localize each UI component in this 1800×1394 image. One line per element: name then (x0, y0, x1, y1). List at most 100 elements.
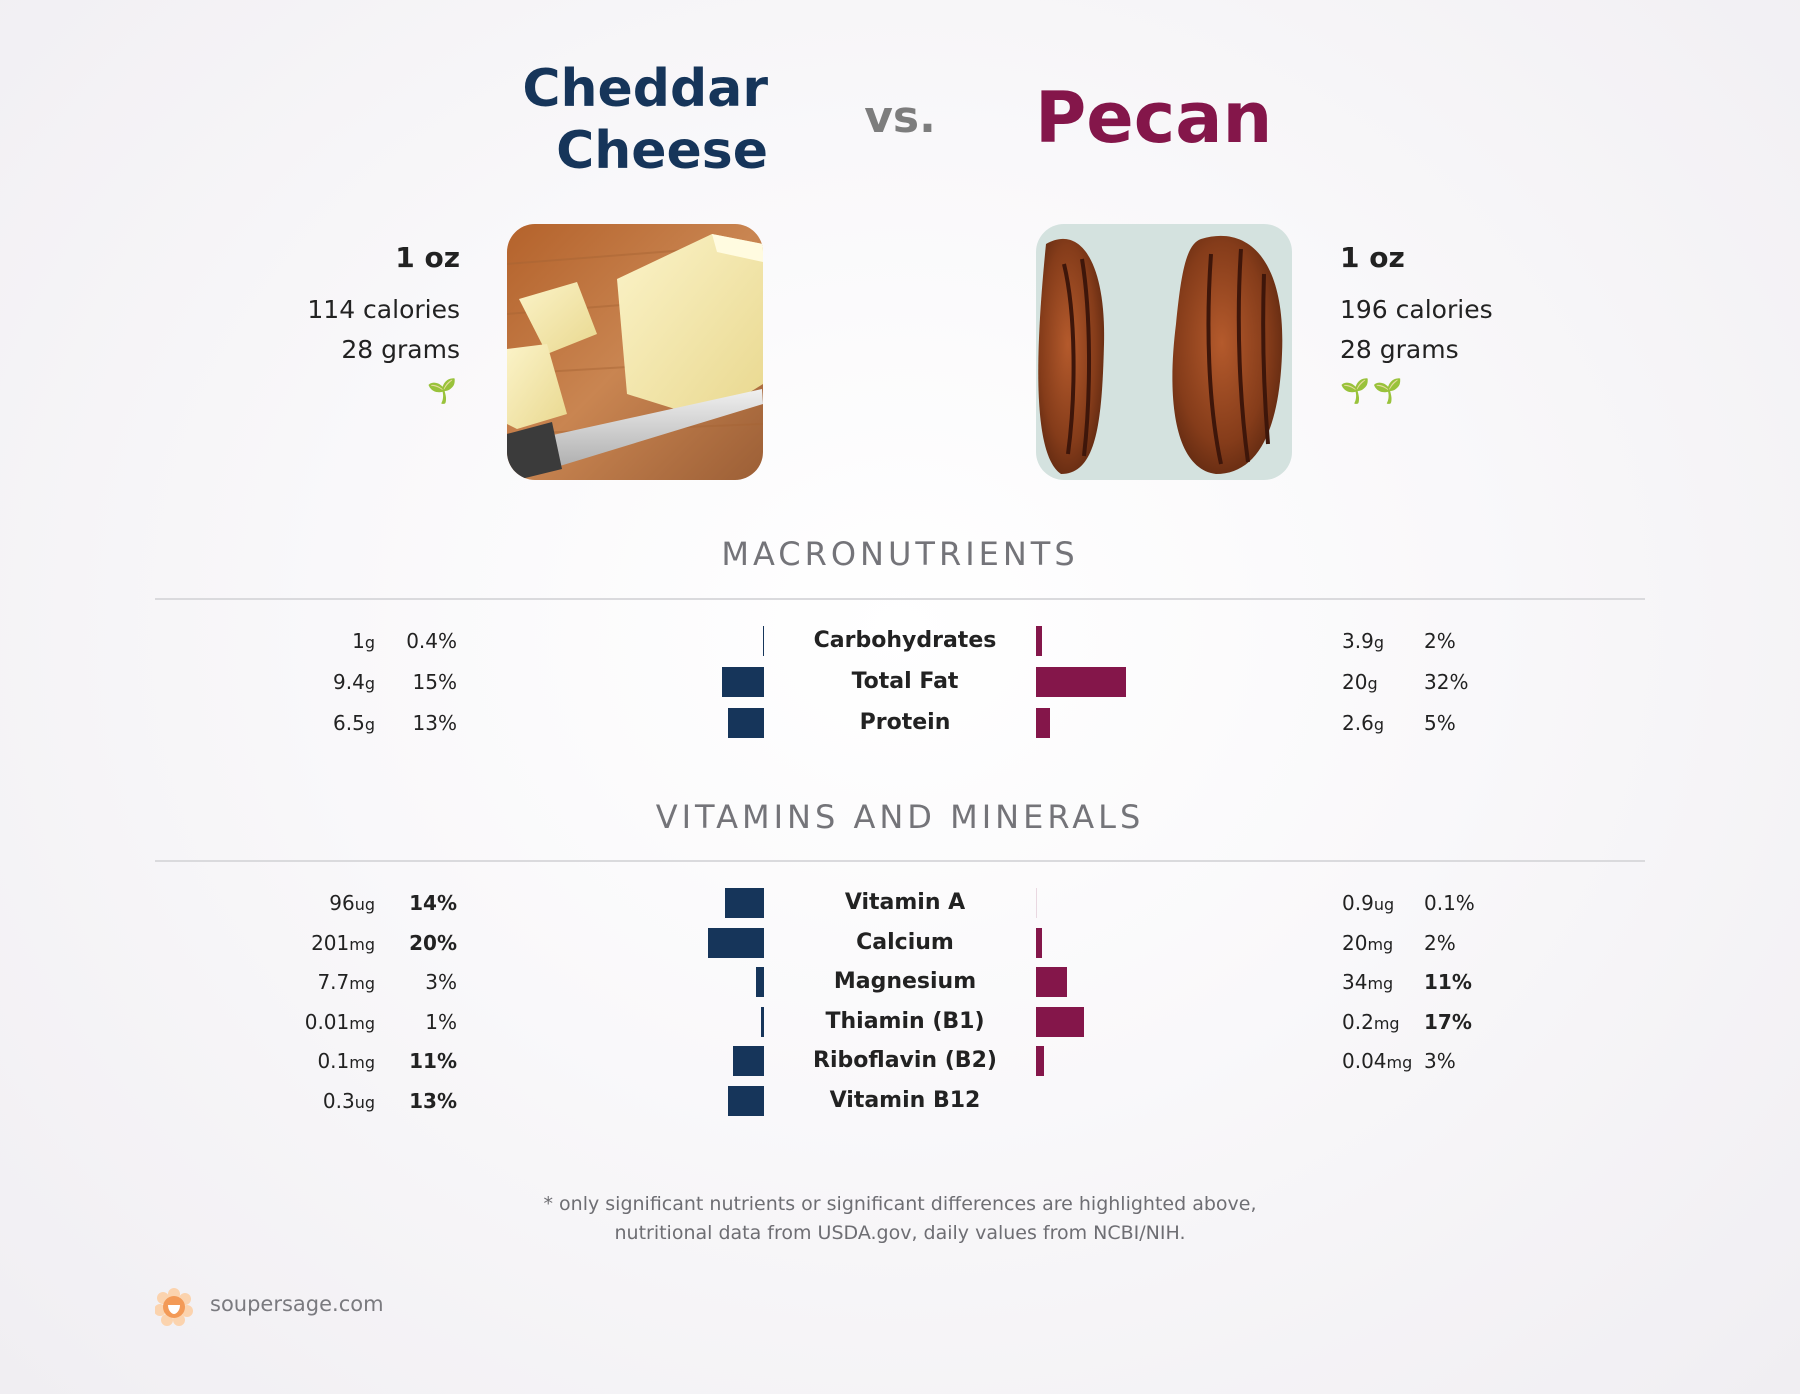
right-bar (1036, 708, 1050, 738)
right-food-info: 1 oz 196 calories 28 grams 🌱🌱 (1340, 238, 1600, 406)
vitamins-chart: Vitamin A 96ug 14% 0.9ug 0.1% Calcium 201mg 20%… (0, 885, 1800, 1125)
right-grams: 28 grams (1340, 335, 1459, 364)
left-amount: 96ug (329, 891, 375, 915)
left-grams: 28 grams (341, 335, 460, 364)
right-calories: 196 calories (1340, 295, 1493, 324)
right-percent: 2% (1424, 930, 1456, 955)
nutrient-name: Vitamin B12 (829, 1087, 981, 1113)
macronutrient-row: Carbohydrates 1g 0.4% 3.9g 2% (0, 623, 1800, 659)
nutrient-name: Calcium (856, 929, 954, 955)
macronutrients-chart: Carbohydrates 1g 0.4% 3.9g 2% Total Fat 9.4g 15… (0, 623, 1800, 743)
vitamin-row: Magnesium 7.7mg 3% 34mg 11% (0, 964, 1800, 1000)
soupersage-logo-icon (155, 1288, 193, 1326)
right-food-title: Pecan (1035, 77, 1273, 159)
left-percent: 1% (425, 1009, 457, 1034)
left-bar (724, 888, 764, 918)
right-bar (1036, 667, 1126, 697)
left-food-title-line2: Cheese (556, 121, 768, 181)
right-unit: mg (1386, 1053, 1413, 1072)
left-amount: 0.1mg (317, 1049, 375, 1073)
left-bar (727, 1085, 764, 1116)
right-amount: 0.9ug (1342, 891, 1395, 915)
right-percent: 17% (1424, 1009, 1472, 1034)
vs-label: vs. (864, 92, 936, 143)
macronutrients-divider (155, 598, 1645, 600)
left-bar (733, 1046, 764, 1076)
left-unit: mg (349, 1053, 375, 1072)
left-percent: 20% (409, 930, 457, 955)
footnote: * only significant nutrients or signific… (0, 1190, 1800, 1248)
pecan-image (1036, 224, 1292, 480)
nutrient-name: Total Fat (851, 669, 959, 694)
right-leaf-rating-icon: 🌱🌱 (1340, 377, 1406, 405)
right-amount: 0.2mg (1342, 1009, 1400, 1034)
left-percent: 0.4% (406, 629, 457, 653)
macronutrient-row: Protein 6.5g 13% 2.6g 5% (0, 705, 1800, 741)
left-food-title: Cheddar Cheese (300, 58, 768, 182)
nutrient-name: Riboflavin (B2) (813, 1048, 997, 1073)
right-bar (1036, 967, 1067, 997)
left-bar (761, 1006, 764, 1037)
vitamins-heading: VITAMINS AND MINERALS (655, 798, 1145, 836)
nutrient-name: Magnesium (833, 969, 977, 994)
left-percent: 13% (409, 1088, 457, 1113)
cheddar-cheese-image (507, 224, 763, 480)
footnote-line1: * only significant nutrients or signific… (543, 1193, 1257, 1215)
left-amount: 0.01mg (304, 1009, 375, 1034)
right-amount: 34mg (1342, 970, 1394, 994)
left-amount: 1g (352, 629, 375, 653)
left-unit: ug (354, 1092, 375, 1112)
nutrient-name: Vitamin A (844, 890, 966, 915)
left-amount: 9.4g (333, 670, 375, 694)
left-percent: 13% (412, 711, 457, 735)
macronutrients-heading: MACRONUTRIENTS (721, 535, 1079, 573)
left-unit: mg (349, 974, 375, 993)
left-bar (755, 967, 764, 997)
left-leaf-rating-icon: 🌱 (427, 377, 460, 405)
left-food-title-line1: Cheddar (522, 59, 768, 119)
left-amount: 6.5g (333, 711, 375, 735)
right-bar (1036, 1046, 1045, 1076)
right-unit: mg (1367, 934, 1394, 954)
left-serving-size: 1 oz (395, 241, 460, 274)
left-percent: 15% (412, 670, 457, 694)
brand-site-label[interactable]: soupersage.com (210, 1292, 384, 1316)
right-percent: 2% (1424, 629, 1456, 653)
right-percent: 3% (1424, 1049, 1456, 1073)
vitamin-row: Calcium 201mg 20% 20mg 2% (0, 925, 1800, 961)
left-bar (708, 927, 764, 958)
right-bar (1036, 927, 1042, 958)
vitamin-row: Riboflavin (B2) 0.1mg 11% 0.04mg 3% (0, 1043, 1800, 1079)
right-amount: 0.04mg (1342, 1049, 1413, 1073)
right-percent: 0.1% (1424, 891, 1475, 915)
right-percent: 5% (1424, 711, 1456, 735)
right-percent: 11% (1424, 970, 1472, 994)
nutrient-name: Protein (859, 710, 951, 735)
left-percent: 14% (409, 891, 457, 915)
left-bar (722, 667, 764, 697)
left-calories: 114 calories (307, 295, 460, 324)
right-unit: mg (1367, 974, 1394, 993)
left-percent: 3% (425, 970, 457, 994)
left-food-info: 1 oz 114 calories 28 grams 🌱 (260, 238, 460, 406)
right-unit: ug (1373, 895, 1395, 914)
left-unit: g (364, 715, 375, 734)
right-bar (1036, 888, 1037, 918)
right-amount: 3.9g (1342, 629, 1384, 653)
pecan-photo (1036, 224, 1292, 480)
left-unit: g (364, 633, 375, 652)
right-unit: g (1367, 674, 1378, 693)
left-unit: mg (349, 1013, 375, 1033)
nutrient-name: Thiamin (B1) (825, 1008, 985, 1034)
vitamin-row: Thiamin (B1) 0.01mg 1% 0.2mg 17% (0, 1004, 1800, 1040)
right-unit: g (1373, 715, 1384, 734)
vitamins-divider (155, 860, 1645, 862)
nutrient-name: Carbohydrates (813, 628, 997, 653)
right-bar (1036, 626, 1042, 656)
right-serving-size: 1 oz (1340, 241, 1405, 274)
right-amount: 2.6g (1342, 711, 1384, 735)
macronutrient-row: Total Fat 9.4g 15% 20g 32% (0, 664, 1800, 700)
left-bar (762, 626, 764, 656)
footnote-line2: nutritional data from USDA.gov, daily va… (614, 1222, 1186, 1244)
left-unit: mg (349, 934, 375, 954)
